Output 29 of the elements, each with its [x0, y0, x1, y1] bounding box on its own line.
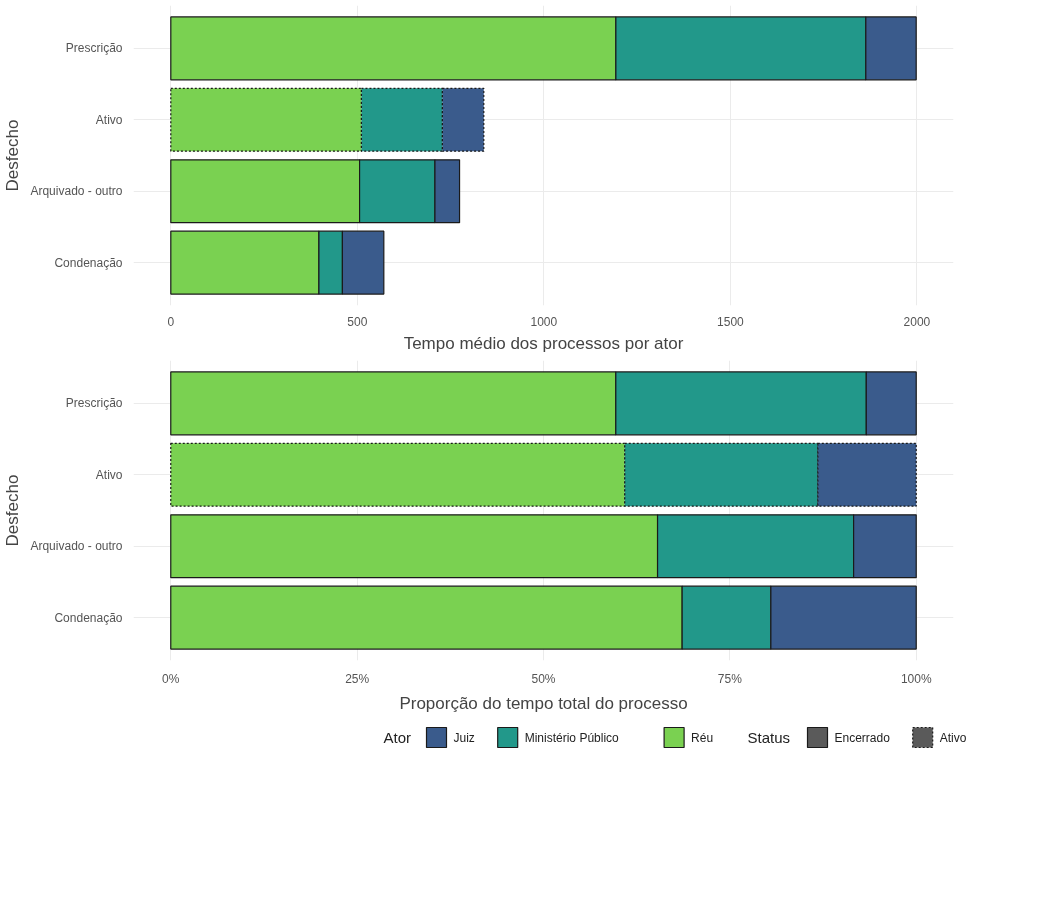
x-tick-label: 50% [531, 671, 556, 686]
x-tick-label: 1000 [530, 314, 558, 329]
text: Encerrado [834, 730, 891, 745]
x-axis-title: Proporção do tempo total do processo [399, 693, 688, 713]
text: Ativo [939, 730, 967, 745]
y-tick-label: Arquivado - outro [30, 184, 123, 199]
y-tick-label: Ativo [95, 467, 123, 482]
y-axis-title: Desfecho [3, 474, 23, 547]
x-tick-label: 1500 [717, 314, 745, 329]
x-tick-label: 2000 [903, 314, 931, 329]
y-tick-label: Ativo [95, 112, 123, 127]
y-tick-label: Prescrição [65, 41, 123, 56]
legend-label: Juiz [453, 730, 475, 745]
x-tick-label: 0% [162, 671, 180, 686]
y-tick-label: Condenação [54, 610, 123, 625]
x-axis-title: Tempo médio dos processos por ator [403, 333, 684, 353]
legend-title: Ator [383, 729, 412, 746]
text: Status [747, 729, 791, 746]
y-axis-title: Desfecho [3, 119, 23, 192]
x-tick-label: 75% [717, 671, 743, 686]
y-tick-label: Prescrição [65, 396, 123, 411]
x-tick-label: 500 [347, 314, 368, 329]
x-tick-label: 25% [345, 671, 370, 686]
x-tick-label: 0 [167, 314, 175, 329]
legend-label: Réu [691, 730, 714, 745]
y-tick-label: Arquivado - outro [30, 539, 123, 554]
legend-label: Ministério Público [524, 730, 620, 745]
x-tick-label: 100% [900, 671, 932, 686]
y-tick-label: Condenação [54, 255, 123, 270]
